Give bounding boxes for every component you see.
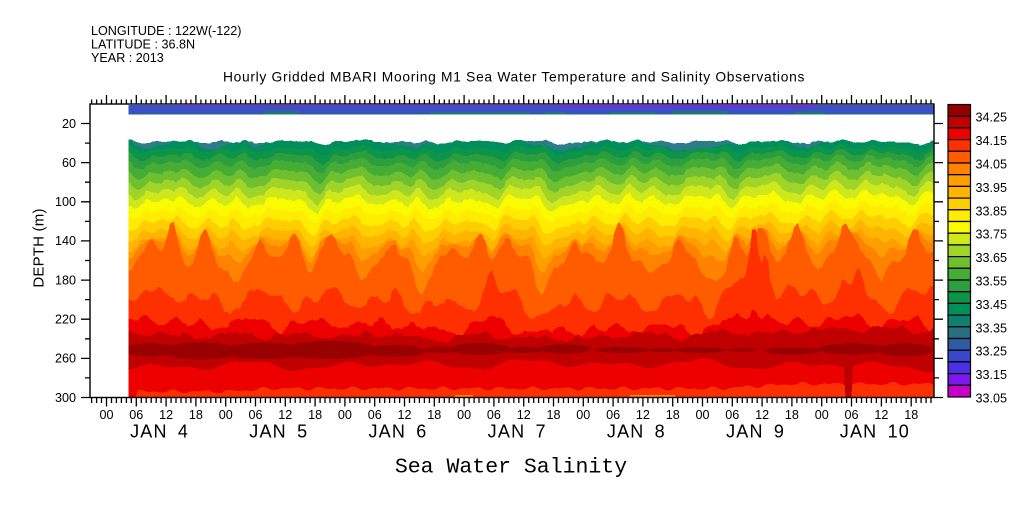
svg-text:12: 12 — [517, 408, 531, 422]
svg-text:18: 18 — [666, 408, 680, 422]
svg-text:LONGITUDE : 122W(-122): LONGITUDE : 122W(-122) — [91, 24, 241, 38]
svg-text:33.65: 33.65 — [976, 251, 1008, 265]
svg-text:06: 06 — [844, 408, 858, 422]
svg-text:100: 100 — [55, 195, 76, 209]
svg-text:12: 12 — [636, 408, 650, 422]
svg-text:12: 12 — [159, 408, 173, 422]
svg-text:JAN 5: JAN 5 — [249, 422, 308, 442]
svg-text:06: 06 — [606, 408, 620, 422]
svg-text:220: 220 — [55, 313, 76, 327]
svg-text:JAN 6: JAN 6 — [368, 422, 427, 442]
svg-text:33.85: 33.85 — [976, 204, 1008, 218]
svg-text:00: 00 — [99, 408, 113, 422]
svg-text:33.55: 33.55 — [976, 275, 1008, 289]
svg-text:34.25: 34.25 — [976, 111, 1008, 125]
svg-text:06: 06 — [487, 408, 501, 422]
svg-text:33.95: 33.95 — [976, 181, 1008, 195]
svg-text:00: 00 — [457, 408, 471, 422]
svg-text:33.35: 33.35 — [976, 321, 1008, 335]
svg-text:JAN 7: JAN 7 — [488, 422, 547, 442]
svg-text:33.15: 33.15 — [976, 368, 1008, 382]
svg-text:34.15: 34.15 — [976, 134, 1008, 148]
svg-text:JAN 10: JAN 10 — [840, 422, 910, 442]
svg-text:JAN 8: JAN 8 — [607, 422, 666, 442]
svg-text:60: 60 — [62, 156, 76, 170]
svg-text:140: 140 — [55, 234, 76, 248]
svg-text:12: 12 — [278, 408, 292, 422]
svg-text:33.05: 33.05 — [976, 392, 1008, 406]
svg-text:33.45: 33.45 — [976, 298, 1008, 312]
svg-text:18: 18 — [785, 408, 799, 422]
svg-text:06: 06 — [129, 408, 143, 422]
svg-text:18: 18 — [189, 408, 203, 422]
svg-text:06: 06 — [248, 408, 262, 422]
svg-text:00: 00 — [219, 408, 233, 422]
svg-text:33.25: 33.25 — [976, 345, 1008, 359]
svg-text:00: 00 — [815, 408, 829, 422]
svg-text:18: 18 — [546, 408, 560, 422]
svg-text:JAN 9: JAN 9 — [726, 422, 785, 442]
svg-text:33.75: 33.75 — [976, 228, 1008, 242]
svg-text:00: 00 — [338, 408, 352, 422]
svg-text:12: 12 — [874, 408, 888, 422]
svg-text:00: 00 — [695, 408, 709, 422]
svg-text:LATITUDE : 36.8N: LATITUDE : 36.8N — [91, 38, 195, 52]
svg-text:Sea Water Salinity: Sea Water Salinity — [395, 456, 627, 480]
svg-text:180: 180 — [55, 273, 76, 287]
svg-text:12: 12 — [755, 408, 769, 422]
svg-text:12: 12 — [397, 408, 411, 422]
svg-text:JAN 4: JAN 4 — [130, 422, 189, 442]
svg-text:34.05: 34.05 — [976, 158, 1008, 172]
svg-text:DEPTH (m): DEPTH (m) — [31, 208, 48, 287]
svg-text:00: 00 — [576, 408, 590, 422]
svg-text:300: 300 — [55, 391, 76, 405]
svg-text:260: 260 — [55, 352, 76, 366]
svg-text:18: 18 — [904, 408, 918, 422]
svg-text:06: 06 — [368, 408, 382, 422]
svg-text:18: 18 — [427, 408, 441, 422]
svg-text:YEAR : 2013: YEAR : 2013 — [91, 51, 164, 65]
svg-text:20: 20 — [62, 117, 76, 131]
svg-text:Hourly Gridded MBARI Mooring M: Hourly Gridded MBARI Mooring M1 Sea Wate… — [223, 70, 805, 85]
svg-text:18: 18 — [308, 408, 322, 422]
svg-text:06: 06 — [725, 408, 739, 422]
